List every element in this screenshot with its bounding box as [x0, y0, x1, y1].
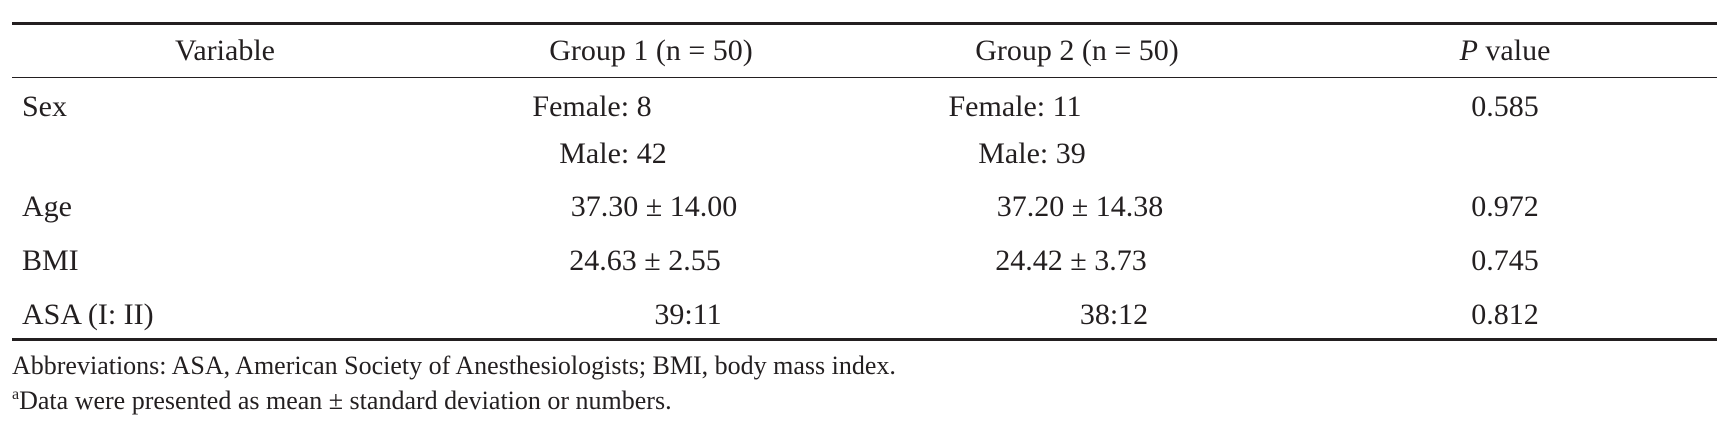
header-variable: Variable: [175, 34, 275, 67]
row-sex-variable: Sex: [22, 90, 67, 123]
row-bmi-p-value: 0.745: [1471, 244, 1539, 277]
row-asa-group1: 39:11: [654, 298, 722, 331]
row-sex-group2-female: Female: 11: [948, 90, 1082, 123]
footnote-marker: a: [12, 386, 20, 403]
row-sex-group1-male: Male: 42: [559, 137, 667, 170]
footnote-abbreviations: Abbreviations: ASA, American Society of …: [12, 351, 896, 380]
footnote-data-note: aData were presented as mean ± standard …: [12, 386, 672, 416]
footnote-data-note-text: Data were presented as mean ± standard d…: [19, 386, 672, 415]
row-bmi-variable: BMI: [22, 244, 79, 277]
row-bmi-group2: 24.42 ± 3.73: [995, 244, 1147, 277]
row-asa-p-value: 0.812: [1471, 298, 1539, 331]
row-asa-group2: 38:12: [1079, 298, 1149, 331]
header-group1: Group 1 (n = 50): [549, 34, 753, 67]
header-p-symbol: P: [1459, 34, 1478, 67]
row-age-variable: Age: [22, 190, 72, 223]
row-age-group1: 37.30 ± 14.00: [570, 190, 738, 223]
row-sex-p-value: 0.585: [1471, 90, 1539, 123]
row-asa-variable: ASA (I: II): [22, 298, 154, 331]
row-bmi-group1: 24.63 ± 2.55: [569, 244, 721, 277]
table-bottom-rule: [12, 338, 1717, 341]
row-sex-group1-female: Female: 8: [532, 90, 652, 123]
header-group2: Group 2 (n = 50): [975, 34, 1179, 67]
header-p-label: value: [1477, 34, 1551, 67]
header-p-value: P value: [1460, 34, 1551, 68]
row-sex-group2-male: Male: 39: [978, 137, 1086, 170]
row-age-group2: 37.20 ± 14.38: [996, 190, 1164, 223]
table-header-rule: [12, 77, 1717, 78]
row-age-p-value: 0.972: [1471, 190, 1539, 223]
table-top-rule: [12, 22, 1717, 25]
